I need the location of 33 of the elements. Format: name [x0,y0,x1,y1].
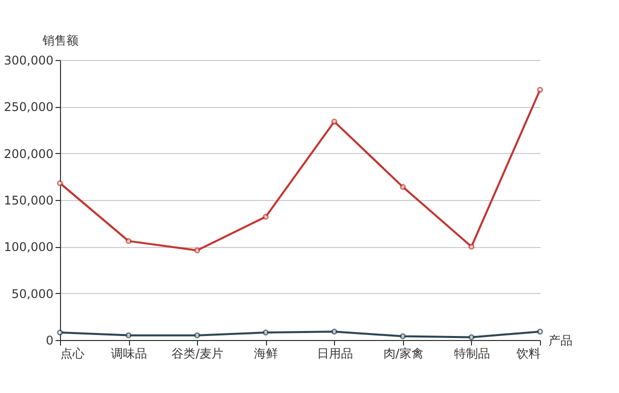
x-tick-label: 海鲜 [254,346,278,360]
point [194,332,200,338]
point [331,328,338,335]
y-tick-label: 200,000 [4,146,54,161]
x-tick-label: 谷类/麦片 [172,346,224,360]
y-tick-label: 300,000 [4,54,54,68]
y-tick-label: 50,000 [12,286,54,301]
x-axis-title: 产品 [548,334,572,348]
point [537,86,543,93]
y-tick-label: 150,000 [4,194,54,208]
x-tick-label: 调味品 [111,346,148,360]
point [537,328,543,335]
point [468,334,474,340]
x-tick-label: 肉/家禽 [383,346,424,360]
x-tick-label: 日用品 [316,346,353,360]
x-tick-label: 点心 [60,346,84,360]
point [194,247,200,254]
point [262,330,269,336]
point [331,118,338,125]
point [126,238,132,244]
point [262,214,269,220]
y-tick-label: 250,000 [4,100,54,114]
point [57,330,63,336]
x-tick-label: 饮料 [516,346,540,360]
x-tick-label: 特制品 [454,346,490,360]
point [57,180,63,186]
y-tick-label: 0 [46,334,54,348]
point [400,333,406,340]
y-tick-label: 100,000 [4,240,54,254]
point [468,244,474,250]
point [126,332,132,338]
y-axis-title: 销售额 [42,34,78,48]
point [400,184,406,190]
